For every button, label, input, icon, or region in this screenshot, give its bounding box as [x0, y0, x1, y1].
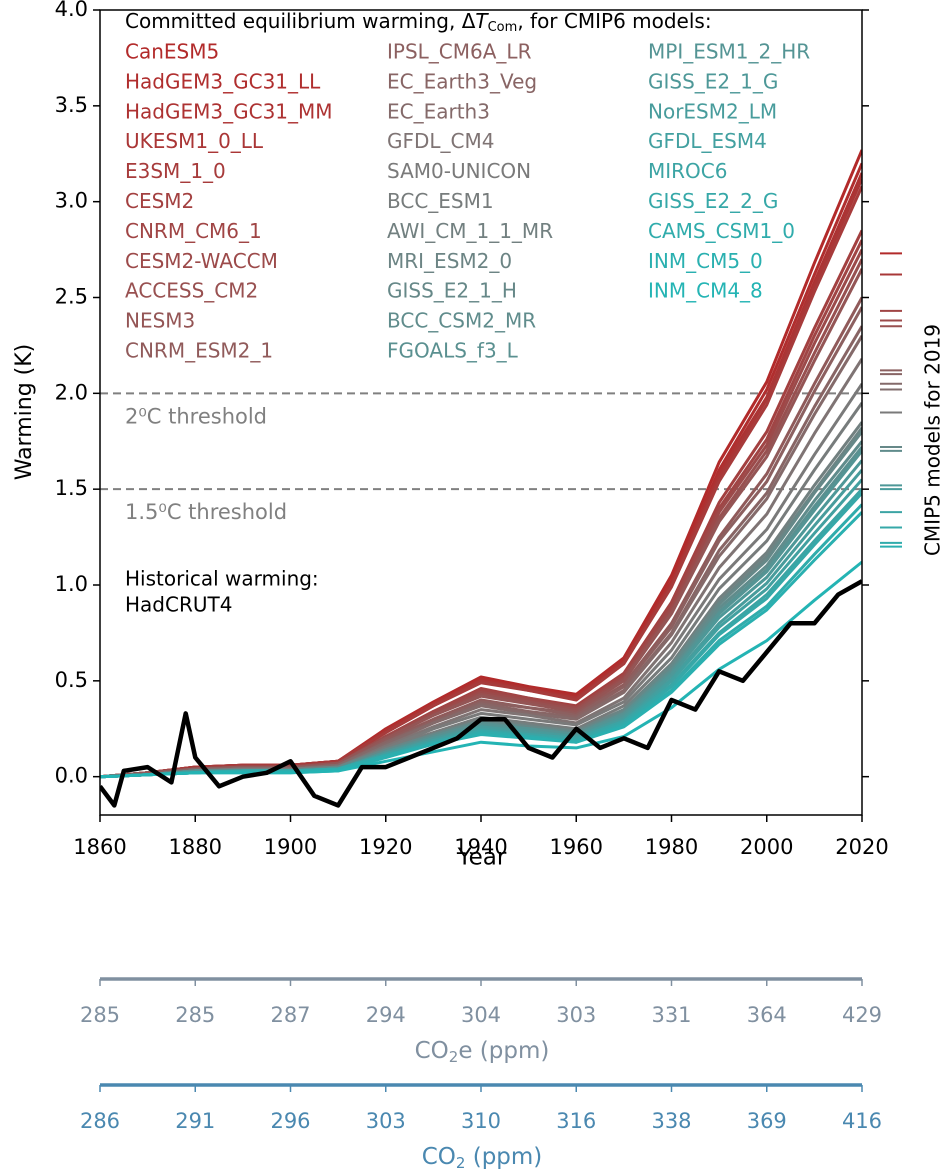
x-tick-label: 1960 [550, 835, 603, 859]
legend-entry: NorESM2_LM [648, 99, 777, 123]
secondary-tick-label: 310 [461, 1109, 501, 1133]
y-axis-label: Warming (K) [12, 344, 37, 481]
threshold-label: 2⁰C threshold [125, 404, 267, 428]
y-tick-label: 4.0 [55, 0, 88, 21]
legend-entry: CNRM_ESM2_1 [125, 339, 273, 363]
secondary-axis-label-part: 2 [449, 1048, 459, 1066]
legend-entry: BCC_CSM2_MR [387, 309, 536, 333]
annotation: Historical warming: [125, 567, 319, 591]
legend-entry: CanESM5 [125, 40, 219, 64]
secondary-tick-label: 364 [747, 1003, 787, 1027]
secondary-tick-label: 294 [366, 1003, 406, 1027]
secondary-tick-label: 285 [175, 1003, 215, 1027]
legend-entry: MPI_ESM1_2_HR [648, 40, 810, 64]
secondary-tick-label: 296 [270, 1109, 310, 1133]
secondary-tick-label: 286 [80, 1109, 120, 1133]
historical-line [100, 579, 862, 808]
threshold-label: 1.5⁰C threshold [125, 500, 287, 524]
x-tick-label: 1920 [359, 835, 412, 859]
secondary-tick-label: 287 [270, 1003, 310, 1027]
secondary-tick-label: 338 [651, 1109, 691, 1133]
legend-entry: GISS_E2_2_G [648, 189, 778, 213]
secondary-axis-label-part: e (ppm) [458, 1038, 549, 1064]
secondary-axis-label: CO2 (ppm) [422, 1144, 543, 1170]
secondary-tick-label: 316 [556, 1109, 596, 1133]
legend-entry: HadGEM3_GC31_LL [125, 69, 321, 93]
y-tick-label: 3.0 [55, 189, 88, 213]
legend-entry: UKESM1_0_LL [125, 129, 264, 153]
legend-entry: SAM0-UNICON [387, 159, 531, 183]
secondary-tick-label: 303 [366, 1109, 406, 1133]
legend-entry: AWI_CM_1_1_MR [387, 219, 553, 243]
legend-entry: GFDL_ESM4 [648, 129, 767, 153]
legend-title-part: T [475, 9, 489, 33]
secondary-tick-label: 303 [556, 1003, 596, 1027]
legend-entry: BCC_ESM1 [387, 189, 494, 213]
x-tick-label: 1860 [73, 835, 126, 859]
y-tick-label: 1.0 [55, 572, 88, 596]
legend-title-part: Committed equilibrium warming, Δ [125, 9, 476, 33]
legend-entry: CNRM_CM6_1 [125, 219, 262, 243]
model-line [100, 511, 862, 779]
cmip5-label: CMIP5 models for 2019 [921, 324, 945, 556]
secondary-tick-label: 304 [461, 1003, 501, 1027]
y-tick-label: 3.5 [55, 93, 88, 117]
legend-entry: GISS_E2_1_G [648, 69, 778, 93]
secondary-axis-label: CO2e (ppm) [415, 1038, 550, 1066]
y-tick-label: 0.5 [55, 668, 88, 692]
legend-title: Committed equilibrium warming, ΔTCom, fo… [125, 9, 712, 35]
model-line [100, 560, 862, 779]
legend-entry: EC_Earth3_Veg [387, 69, 537, 93]
legend-entry: MRI_ESM2_0 [387, 249, 512, 273]
legend-title-part: , for CMIP6 models: [517, 9, 711, 33]
legend-entry: MIROC6 [648, 159, 727, 183]
legend-entry: FGOALS_f3_L [387, 339, 519, 363]
x-tick-label: 1900 [264, 835, 317, 859]
legend-entry: CESM2 [125, 189, 194, 213]
x-tick-label: 1980 [645, 835, 698, 859]
legend-entry: GFDL_CM4 [387, 129, 495, 153]
secondary-tick-label: 369 [747, 1109, 787, 1133]
legend-entry: NESM3 [125, 309, 195, 333]
y-tick-label: 0.0 [55, 764, 88, 788]
legend-entry: ACCESS_CM2 [125, 279, 258, 303]
x-tick-label: 2020 [835, 835, 888, 859]
y-tick-label: 1.5 [55, 476, 88, 500]
legend-entry: INM_CM5_0 [648, 249, 763, 273]
secondary-axis-label-part: 2 [456, 1154, 466, 1170]
legend-entry: GISS_E2_1_H [387, 279, 517, 303]
y-tick-label: 2.0 [55, 380, 88, 404]
x-axis-label: Year [457, 845, 507, 871]
legend-entry: HadCRUT4 [125, 593, 232, 617]
legend-entry: EC_Earth3 [387, 99, 490, 123]
secondary-tick-label: 291 [175, 1109, 215, 1133]
x-tick-label: 1940 [454, 835, 507, 859]
secondary-tick-label: 331 [651, 1003, 691, 1027]
model-line [100, 185, 862, 779]
legend-entry: INM_CM4_8 [648, 279, 763, 303]
secondary-tick-label: 285 [80, 1003, 120, 1027]
secondary-tick-label: 416 [842, 1109, 882, 1133]
legend-title-part: Com [488, 20, 518, 35]
legend-entry: CESM2-WACCM [125, 249, 278, 273]
legend-entry: CAMS_CSM1_0 [648, 219, 795, 243]
secondary-axis-label-part: (ppm) [465, 1144, 542, 1170]
legend-entry: HadGEM3_GC31_MM [125, 99, 333, 123]
secondary-tick-label: 429 [842, 1003, 882, 1027]
legend-entry: IPSL_CM6A_LR [387, 40, 532, 64]
secondary-axis-label-part: CO [415, 1038, 449, 1064]
x-tick-label: 1880 [169, 835, 222, 859]
legend-entry: E3SM_1_0 [125, 159, 226, 183]
x-tick-label: 2000 [740, 835, 793, 859]
secondary-axis-label-part: CO [422, 1144, 456, 1170]
y-tick-label: 2.5 [55, 285, 88, 309]
